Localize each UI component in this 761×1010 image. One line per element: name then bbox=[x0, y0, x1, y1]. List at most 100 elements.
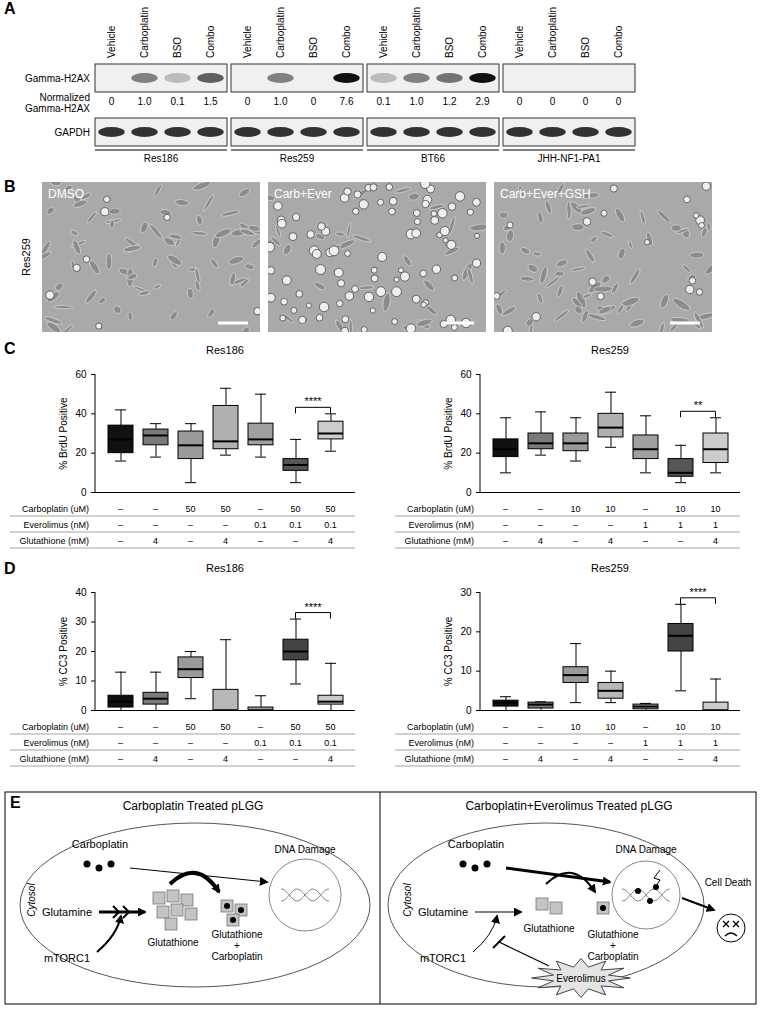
svg-text:DNA Damage: DNA Damage bbox=[615, 844, 677, 855]
svg-text:–: – bbox=[643, 754, 648, 764]
svg-text:50: 50 bbox=[290, 722, 300, 732]
svg-text:–: – bbox=[188, 738, 193, 748]
svg-text:4: 4 bbox=[328, 754, 333, 764]
svg-text:Carboplatin: Carboplatin bbox=[211, 951, 262, 962]
svg-text:–: – bbox=[678, 536, 683, 546]
svg-text:30: 30 bbox=[75, 616, 87, 627]
svg-text:10: 10 bbox=[675, 504, 685, 514]
svg-text:–: – bbox=[118, 536, 123, 546]
svg-text:+: + bbox=[234, 940, 240, 951]
svg-text:4: 4 bbox=[713, 754, 718, 764]
svg-text:4: 4 bbox=[223, 536, 228, 546]
svg-text:Everolimus (nM): Everolimus (nM) bbox=[408, 738, 474, 748]
svg-text:50: 50 bbox=[220, 722, 230, 732]
svg-text:1: 1 bbox=[678, 738, 683, 748]
svg-text:0: 0 bbox=[109, 96, 115, 107]
svg-text:Combo: Combo bbox=[341, 25, 352, 58]
svg-text:Carboplatin (uM): Carboplatin (uM) bbox=[407, 504, 474, 514]
svg-text:% BrdU Positive: % BrdU Positive bbox=[443, 397, 454, 470]
svg-text:Everolimus (nM): Everolimus (nM) bbox=[408, 520, 474, 530]
svg-text:0: 0 bbox=[616, 96, 622, 107]
svg-text:Carboplatin+Everolimus Treated: Carboplatin+Everolimus Treated pLGG bbox=[465, 799, 672, 813]
svg-text:–: – bbox=[293, 754, 298, 764]
svg-text:DNA Damage: DNA Damage bbox=[274, 844, 336, 855]
svg-text:60: 60 bbox=[460, 369, 472, 380]
svg-text:Res186: Res186 bbox=[144, 153, 179, 164]
svg-text:2.9: 2.9 bbox=[476, 96, 490, 107]
svg-text:Carboplatin (uM): Carboplatin (uM) bbox=[22, 504, 89, 514]
svg-text:–: – bbox=[153, 738, 158, 748]
svg-text:Cytosol: Cytosol bbox=[402, 883, 413, 917]
svg-text:–: – bbox=[258, 504, 263, 514]
svg-text:% BrdU Positive: % BrdU Positive bbox=[58, 397, 69, 470]
svg-text:–: – bbox=[503, 738, 508, 748]
svg-text:mTORC1: mTORC1 bbox=[44, 952, 90, 964]
svg-text:1: 1 bbox=[713, 738, 718, 748]
svg-text:4: 4 bbox=[538, 754, 543, 764]
svg-text:GAPDH: GAPDH bbox=[54, 127, 90, 138]
svg-text:0.1: 0.1 bbox=[324, 738, 337, 748]
svg-text:BSO: BSO bbox=[308, 37, 319, 58]
svg-text:0: 0 bbox=[81, 487, 87, 498]
svg-text:–: – bbox=[573, 754, 578, 764]
svg-text:4: 4 bbox=[153, 754, 158, 764]
svg-text:Normalized: Normalized bbox=[39, 92, 90, 103]
svg-text:Carboplatin: Carboplatin bbox=[411, 7, 422, 58]
svg-text:–: – bbox=[188, 754, 193, 764]
svg-text:10: 10 bbox=[605, 722, 615, 732]
svg-text:0: 0 bbox=[311, 96, 317, 107]
svg-text:Res259: Res259 bbox=[280, 153, 315, 164]
svg-text:****: **** bbox=[304, 601, 322, 613]
svg-text:4: 4 bbox=[608, 536, 613, 546]
svg-text:1.2: 1.2 bbox=[443, 96, 457, 107]
svg-text:50: 50 bbox=[325, 722, 335, 732]
svg-text:Glutathione: Glutathione bbox=[147, 937, 199, 948]
svg-text:Glutamine: Glutamine bbox=[418, 906, 468, 918]
svg-text:–: – bbox=[643, 536, 648, 546]
svg-text:4: 4 bbox=[153, 536, 158, 546]
svg-text:7.6: 7.6 bbox=[340, 96, 354, 107]
svg-text:0.1: 0.1 bbox=[254, 520, 267, 530]
svg-text:A: A bbox=[4, 0, 16, 17]
svg-text:% CC3 Positive: % CC3 Positive bbox=[58, 616, 69, 686]
svg-text:30: 30 bbox=[460, 587, 472, 598]
svg-text:1: 1 bbox=[643, 520, 648, 530]
svg-text:E: E bbox=[10, 794, 21, 811]
svg-text:JHH-NF1-PA1: JHH-NF1-PA1 bbox=[537, 153, 601, 164]
svg-text:–: – bbox=[118, 520, 123, 530]
svg-text:40: 40 bbox=[75, 587, 87, 598]
svg-text:–: – bbox=[503, 504, 508, 514]
svg-text:–: – bbox=[643, 504, 648, 514]
svg-text:40: 40 bbox=[460, 408, 472, 419]
svg-text:Everolimus: Everolimus bbox=[556, 973, 605, 984]
svg-text:0: 0 bbox=[517, 96, 523, 107]
svg-text:Glutathione (mM): Glutathione (mM) bbox=[404, 536, 474, 546]
svg-text:10: 10 bbox=[710, 722, 720, 732]
svg-text:1: 1 bbox=[643, 738, 648, 748]
svg-text:mTORC1: mTORC1 bbox=[420, 952, 466, 964]
svg-text:Everolimus (nM): Everolimus (nM) bbox=[23, 520, 89, 530]
svg-text:–: – bbox=[538, 504, 543, 514]
svg-text:–: – bbox=[573, 520, 578, 530]
svg-text:–: – bbox=[293, 536, 298, 546]
svg-text:C: C bbox=[4, 340, 16, 357]
svg-text:50: 50 bbox=[185, 504, 195, 514]
svg-text:1: 1 bbox=[713, 520, 718, 530]
svg-text:Cell Death: Cell Death bbox=[705, 877, 752, 888]
svg-text:20: 20 bbox=[75, 646, 87, 657]
svg-text:0.1: 0.1 bbox=[289, 520, 302, 530]
svg-text:Carboplatin: Carboplatin bbox=[139, 7, 150, 58]
svg-text:1: 1 bbox=[678, 520, 683, 530]
svg-text:Res259: Res259 bbox=[20, 238, 32, 276]
svg-text:10: 10 bbox=[460, 665, 472, 676]
svg-text:10: 10 bbox=[570, 504, 580, 514]
svg-text:0.1: 0.1 bbox=[289, 738, 302, 748]
svg-text:20: 20 bbox=[460, 626, 472, 637]
svg-text:40: 40 bbox=[75, 408, 87, 419]
svg-text:4: 4 bbox=[328, 536, 333, 546]
svg-text:Carboplatin: Carboplatin bbox=[72, 838, 128, 850]
svg-text:Glutathione (mM): Glutathione (mM) bbox=[19, 536, 89, 546]
svg-text:Carboplatin: Carboplatin bbox=[275, 7, 286, 58]
svg-text:+: + bbox=[610, 940, 616, 951]
svg-text:20: 20 bbox=[460, 447, 472, 458]
